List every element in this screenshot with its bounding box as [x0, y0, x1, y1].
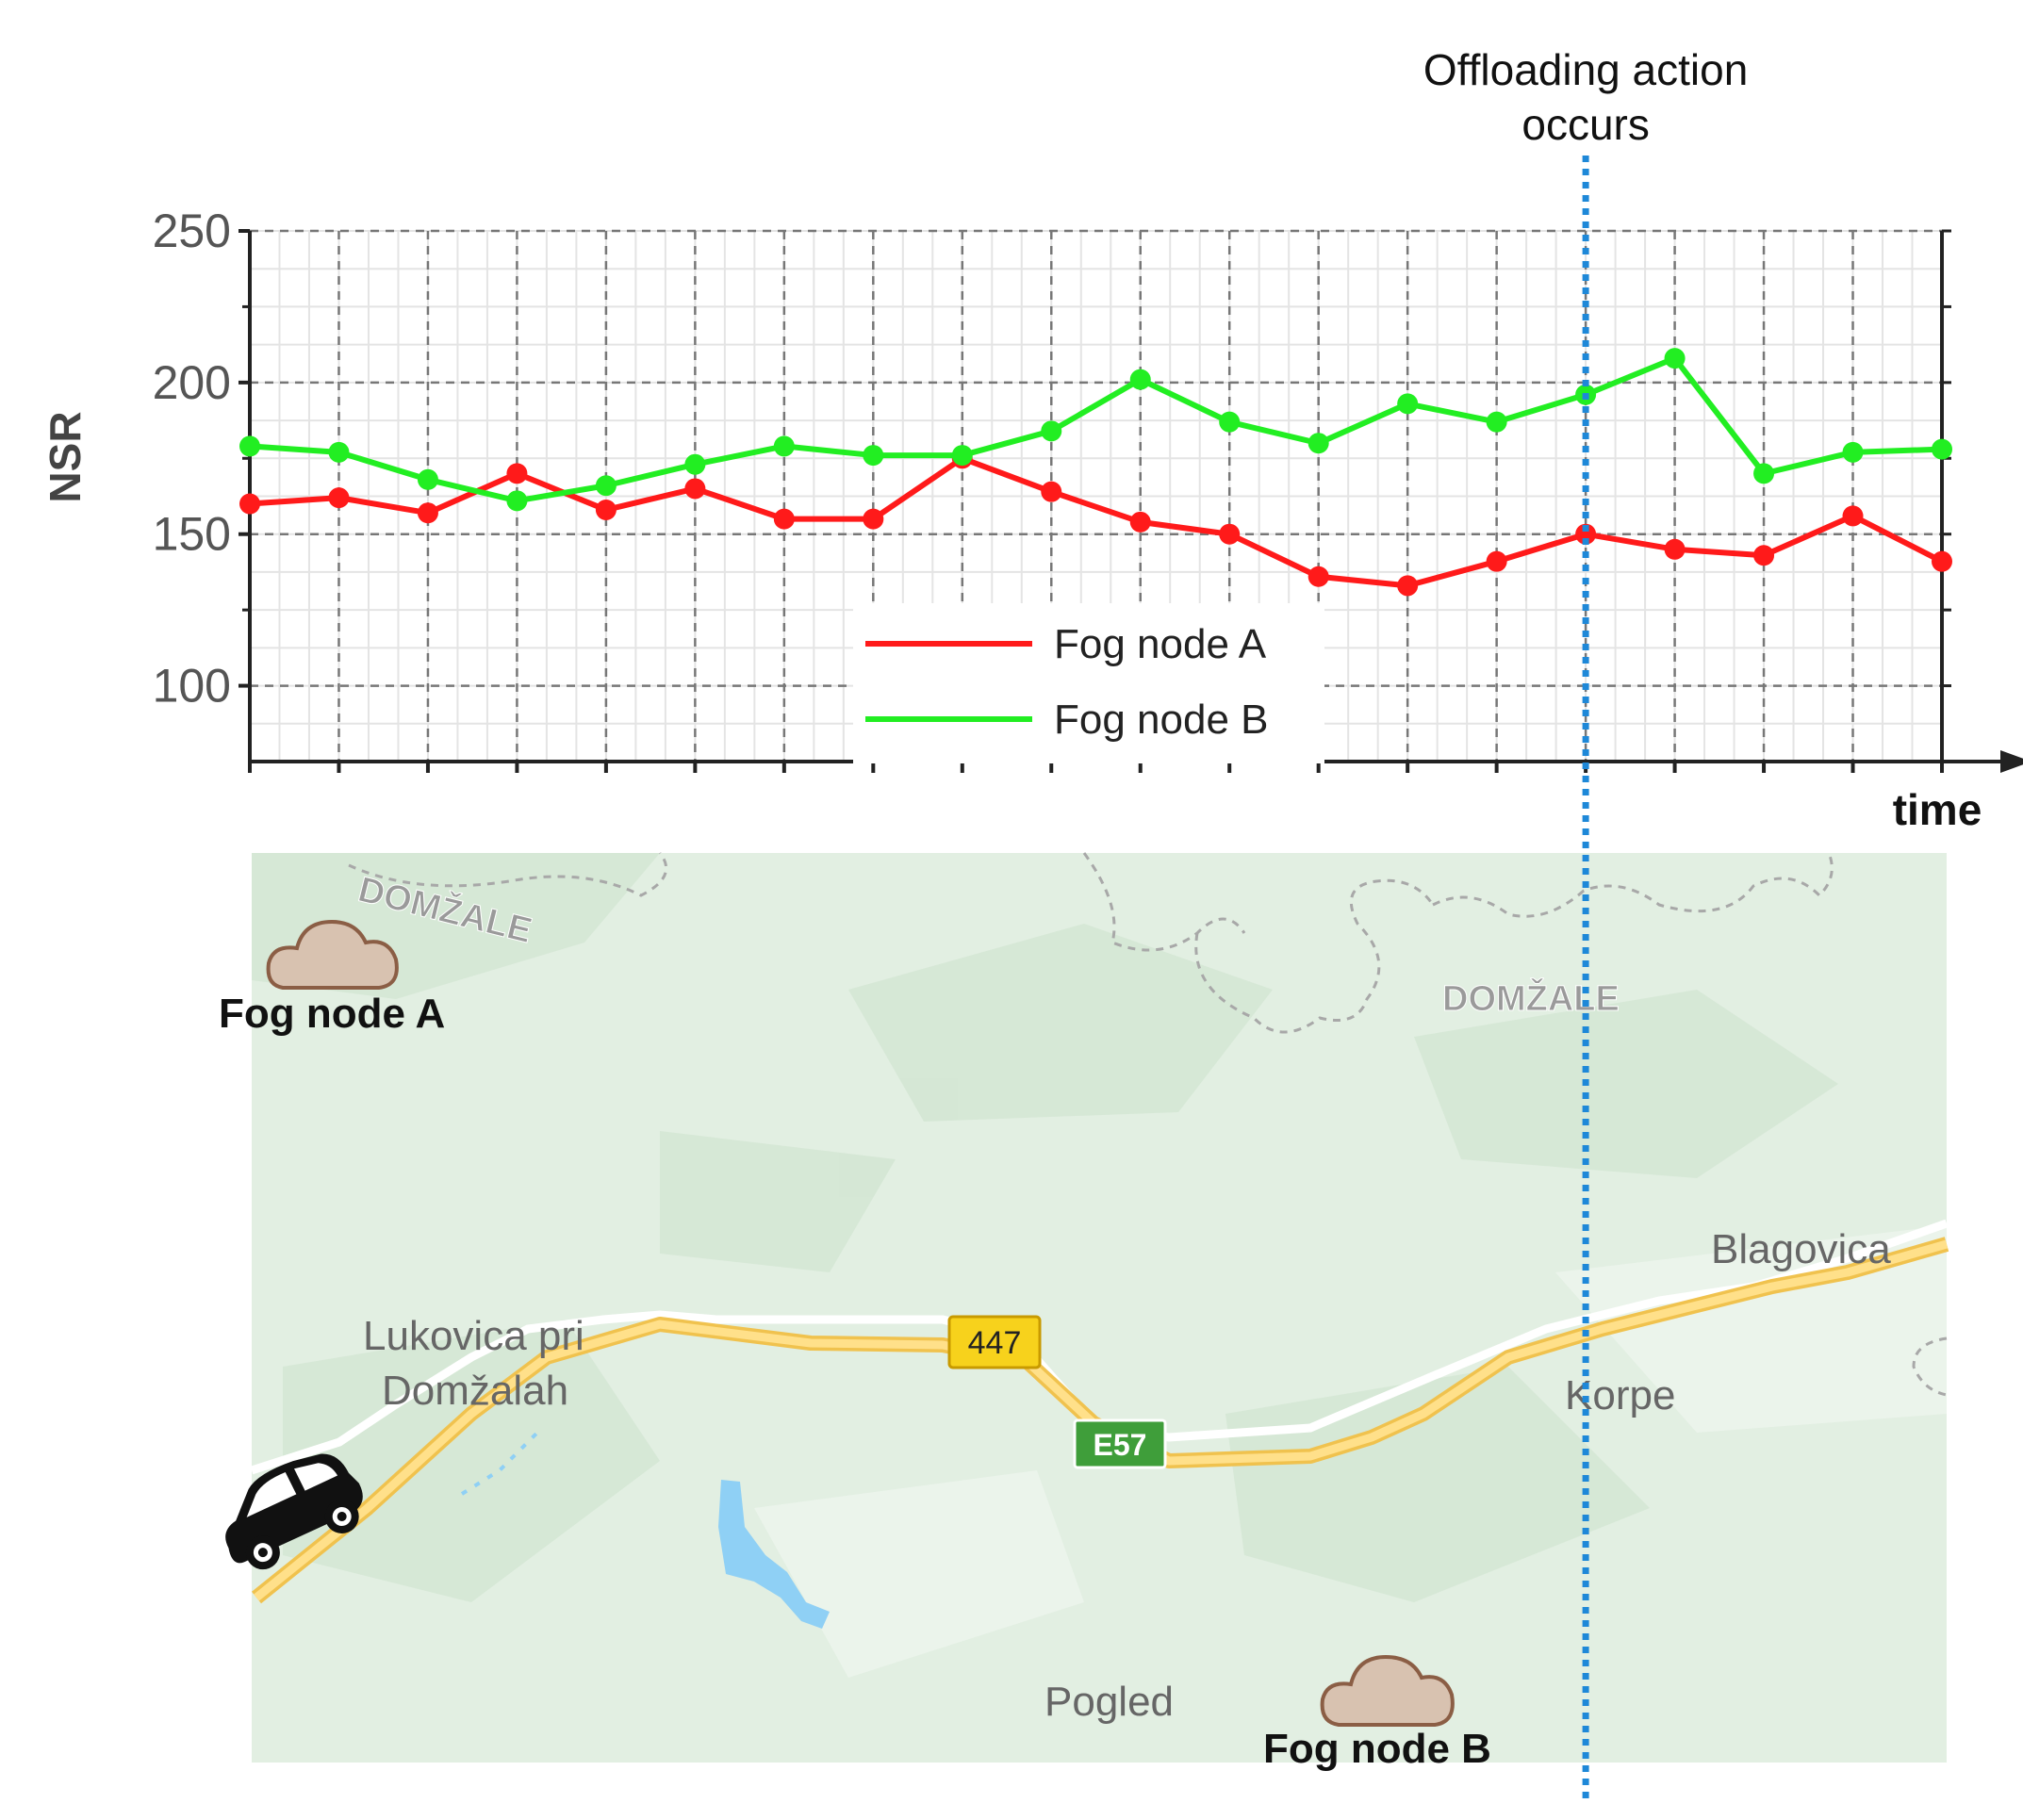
- data-point: [1397, 393, 1419, 415]
- y-tick-label: 200: [153, 356, 231, 409]
- data-point: [239, 493, 260, 515]
- data-point: [951, 445, 973, 467]
- data-point: [239, 435, 260, 457]
- road-shield-447: 447: [947, 1315, 1042, 1369]
- data-point: [1041, 420, 1062, 442]
- data-point: [773, 508, 795, 530]
- lake: [718, 1480, 830, 1629]
- data-point: [1041, 481, 1062, 502]
- stream: [460, 1431, 539, 1496]
- data-point: [328, 487, 350, 509]
- data-point: [1664, 348, 1686, 369]
- data-point: [1308, 433, 1329, 454]
- data-point: [328, 441, 350, 463]
- road-main: [254, 1239, 1949, 1601]
- data-point: [417, 502, 438, 524]
- offloading-annotation-line1: Offloading action: [1423, 45, 1748, 94]
- road-shield-447-label: 447: [968, 1325, 1022, 1361]
- data-point: [1753, 545, 1775, 566]
- data-point: [1932, 438, 1952, 460]
- data-point: [1219, 411, 1241, 433]
- data-point: [684, 453, 706, 475]
- fog-node-b-label: Fog node B: [1263, 1726, 1491, 1772]
- data-point: [1932, 550, 1952, 572]
- data-point: [1129, 511, 1151, 533]
- data-point: [1308, 566, 1329, 587]
- data-point: [595, 499, 617, 520]
- legend-label-a: Fog node A: [1054, 621, 1267, 667]
- data-point: [417, 468, 438, 490]
- place-label-lukovica-line2: Domžalah: [382, 1368, 568, 1414]
- x-axis-arrow: [2000, 750, 2023, 773]
- series-fog-node-b: [239, 348, 1952, 512]
- terrain: [252, 853, 1838, 1602]
- series-line: [249, 455, 1944, 589]
- nsr-line-chart: 100 150 200 250 NSR time Fog node A Fog nod…: [41, 205, 2023, 834]
- y-tick-label: 150: [153, 508, 231, 561]
- region-label-domzale-east: DOMŽALE: [1442, 977, 1620, 1019]
- data-point: [863, 445, 884, 467]
- car-icon: [225, 1453, 363, 1570]
- series-layer: [239, 348, 1952, 597]
- data-point: [1397, 575, 1419, 597]
- y-tick-labels: 100 150 200 250: [153, 205, 231, 713]
- data-point: [1575, 523, 1597, 545]
- place-label-blagovica: Blagovica: [1711, 1226, 1891, 1272]
- data-point: [1842, 505, 1864, 527]
- legend-label-b: Fog node B: [1054, 697, 1269, 743]
- road-shield-e57-label: E57: [1094, 1428, 1147, 1462]
- legend-background: [853, 603, 1324, 763]
- map: 447 E57 DOMŽALE DOMŽALE Lukovica pri Dom…: [219, 852, 1949, 1772]
- place-label-korpe: Korpe: [1565, 1372, 1675, 1418]
- x-axis-label: time: [1893, 785, 1982, 834]
- cloud-icon: [1320, 1654, 1455, 1727]
- place-label-pogled: Pogled: [1044, 1679, 1174, 1725]
- data-point: [1842, 441, 1864, 463]
- series-line: [249, 355, 1943, 504]
- data-point: [1219, 523, 1241, 545]
- road-shield-e57: E57: [1073, 1418, 1167, 1469]
- municipal-boundaries: [348, 852, 1948, 1397]
- data-point: [506, 490, 528, 512]
- data-point: [863, 508, 884, 530]
- data-point: [506, 463, 528, 484]
- data-point: [1664, 538, 1686, 560]
- place-label-lukovica-line1: Lukovica pri: [363, 1313, 584, 1359]
- data-point: [773, 435, 795, 457]
- y-axis-label: NSR: [41, 411, 90, 502]
- cloud-icon: [266, 919, 399, 990]
- legend: Fog node A Fog node B: [853, 603, 1324, 763]
- fog-node-a-label: Fog node A: [219, 991, 445, 1037]
- data-point: [684, 478, 706, 500]
- y-tick-label: 250: [153, 205, 231, 257]
- data-point: [1486, 550, 1507, 572]
- data-point: [1753, 463, 1775, 484]
- offloading-annotation: Offloading action occurs: [1423, 45, 1748, 1805]
- y-tick-label: 100: [153, 660, 231, 713]
- data-point: [1486, 411, 1507, 433]
- data-point: [1129, 369, 1151, 390]
- data-point: [595, 475, 617, 497]
- offloading-annotation-line2: occurs: [1521, 100, 1649, 149]
